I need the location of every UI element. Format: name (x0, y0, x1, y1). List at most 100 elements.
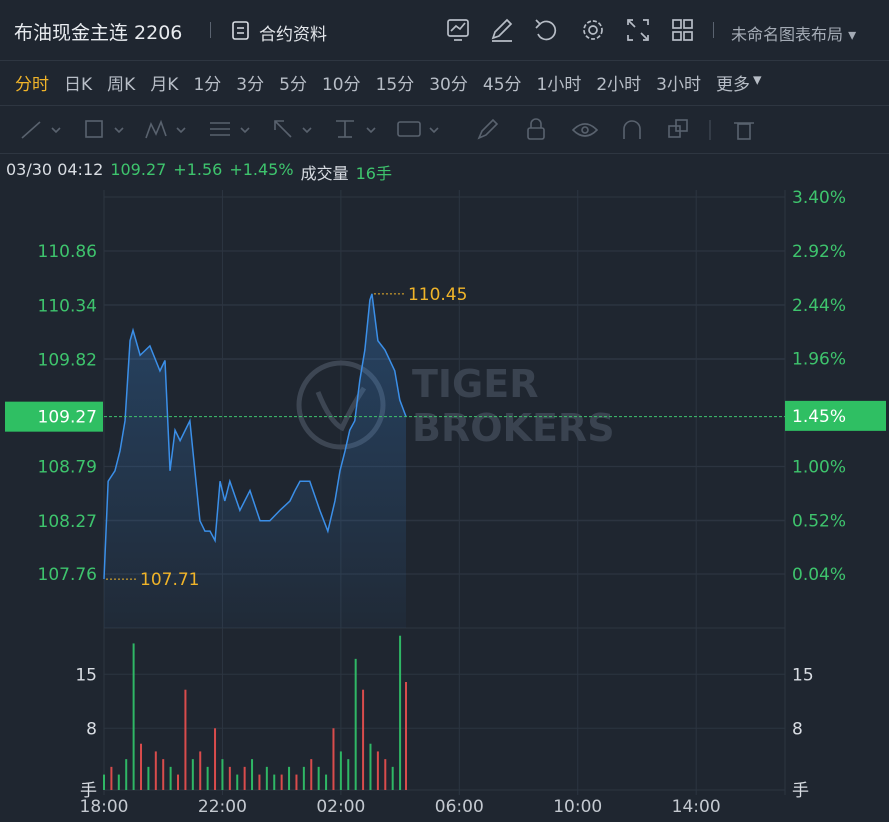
rect-tool[interactable] (85, 120, 124, 138)
volume-bar (405, 682, 408, 790)
measure-tool[interactable] (336, 120, 376, 138)
x-tick-label: 02:00 (316, 797, 365, 817)
volume-value: 16手 (355, 164, 392, 183)
period-tab[interactable]: 日K (64, 75, 93, 95)
volume-bar (199, 751, 202, 790)
fib-tool[interactable] (210, 122, 250, 136)
volume-bar (384, 759, 387, 790)
period-tab[interactable]: 月K (150, 75, 179, 95)
volume-bar (258, 774, 261, 790)
volume-bar (347, 759, 350, 790)
pattern-tool[interactable] (145, 119, 186, 139)
instrument-title[interactable]: 布油现金主连 2206 (14, 22, 183, 44)
eye-tool[interactable] (571, 123, 599, 137)
contract-info[interactable]: 合约资料 (259, 25, 327, 45)
x-tick-label: 18:00 (80, 797, 129, 817)
status-percent: +1.45% (229, 160, 294, 179)
period-tabs: 分时 日K 周K 月K 1分 3分 5分 10分 15分 30分 45分 1小时 2小时 3小时 更多 ▾ (15, 70, 762, 95)
volume-bar (228, 766, 231, 790)
lock-tool[interactable] (527, 118, 545, 140)
text-tool[interactable] (397, 121, 439, 137)
y2-tick-label: 15 (792, 665, 814, 685)
volume-bar (310, 759, 313, 790)
period-tab[interactable]: 1分 (193, 75, 222, 95)
period-tab[interactable]: 3小时 (656, 75, 701, 95)
y-tick-label: 15 (75, 665, 97, 685)
plot: 110.45 107.71 109.27 1.45% (5, 285, 886, 790)
x-tick-label: 14:00 (672, 797, 721, 817)
current-price-label: 109.27 (38, 408, 97, 428)
settings-icon[interactable] (583, 20, 603, 40)
y-axis-unit: 手 (80, 781, 97, 801)
status-time: 03/30 04:12 (6, 160, 104, 179)
clone-tool[interactable] (668, 119, 688, 138)
volume-bar (332, 728, 335, 790)
volume-bar (391, 766, 394, 790)
y2-tick-label: 8 (792, 719, 803, 739)
current-change-badge (785, 400, 886, 431)
period-tab[interactable]: 周K (107, 75, 136, 95)
period-tab[interactable]: 5分 (279, 75, 307, 95)
edit-icon[interactable] (491, 18, 513, 42)
volume-bar (132, 643, 135, 790)
period-tab[interactable]: 分时 (15, 75, 49, 95)
volume-bar (362, 689, 365, 790)
period-tab[interactable]: 10分 (321, 75, 361, 95)
price-line (103, 293, 407, 580)
volume-bar (354, 658, 357, 790)
period-tab[interactable]: 30分 (429, 75, 468, 95)
drawing-toolbar (0, 105, 889, 154)
layout-icon[interactable] (672, 19, 693, 41)
dropdown-arrow: ▾ (753, 70, 762, 90)
status-change: +1.56 (173, 160, 223, 179)
fullscreen-icon[interactable] (627, 19, 649, 41)
volume-bar (110, 766, 113, 790)
period-tab[interactable]: 1小时 (536, 75, 582, 95)
layout-selector[interactable]: 未命名图表布局 ▾ (731, 25, 857, 44)
volume-bar (206, 766, 209, 790)
y2-tick-label: 2.92% (792, 242, 846, 262)
volume-bar (317, 766, 320, 790)
volume-bar (302, 766, 305, 790)
period-tab[interactable]: 更多 (716, 75, 750, 95)
volume-bar (273, 774, 276, 790)
volume-bar (243, 766, 246, 790)
undo-icon[interactable] (535, 19, 557, 41)
volume-bar (140, 743, 143, 790)
y-tick-label: 108.79 (38, 458, 97, 478)
x-tick-label: 06:00 (435, 797, 484, 817)
y-tick-label: 8 (86, 719, 97, 739)
volume-bar (399, 635, 402, 790)
watermark-text: BROKERS (412, 406, 615, 450)
brush-tool[interactable] (477, 118, 499, 140)
period-tab[interactable]: 45分 (482, 75, 522, 95)
volume-bar (221, 759, 224, 790)
volume-bar (162, 759, 165, 790)
volume-bar (288, 766, 291, 790)
arrow-tool[interactable] (274, 120, 312, 138)
y2-tick-label: 2.44% (792, 296, 846, 316)
tool-icons (21, 118, 754, 140)
volume-bar (147, 766, 150, 790)
volume-bar (125, 759, 128, 790)
y2-tick-label: 3.40% (792, 188, 846, 208)
current-price-badge (5, 401, 103, 432)
volume-bar (236, 774, 239, 790)
volume-bar (376, 751, 379, 790)
chart-icon[interactable] (447, 19, 469, 41)
annotation-label: 107.71 (140, 570, 199, 590)
volume-bar (325, 774, 328, 790)
volume-bar (169, 766, 172, 790)
period-tab[interactable]: 15分 (375, 75, 415, 95)
magnet-tool[interactable] (623, 120, 641, 139)
annotation-label: 110.45 (408, 285, 467, 305)
delete-tool[interactable] (734, 122, 754, 140)
period-tab[interactable]: 2小时 (596, 75, 642, 95)
period-tab[interactable]: 3分 (236, 75, 265, 95)
y2-tick-label: 0.04% (792, 565, 846, 585)
x-tick-label: 10:00 (553, 797, 602, 817)
line-tool[interactable] (21, 121, 61, 139)
info-icon[interactable] (231, 20, 251, 42)
volume-bar (177, 774, 180, 790)
